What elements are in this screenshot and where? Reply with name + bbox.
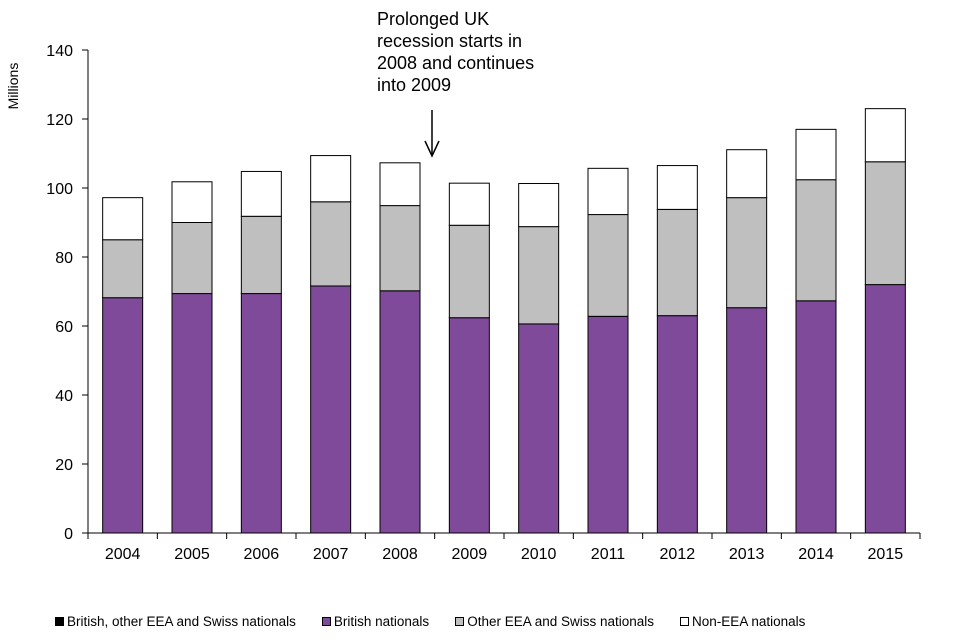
bar-segment-2004-series-2: [102, 239, 144, 299]
bar-segment-2014-series-3: [795, 128, 837, 181]
axes: [87, 50, 921, 539]
legend-swatch-british: [321, 617, 331, 626]
annotation-line-4: into 2009: [377, 75, 451, 95]
bar-segment-2005-series-1: [171, 293, 213, 534]
annotation: Prolonged UK recession starts in 2008 an…: [377, 9, 534, 158]
legend-swatch-non-eea: [680, 617, 690, 626]
bar-segment-2007-series-3: [310, 155, 352, 203]
legend-label: British nationals: [333, 614, 430, 629]
legend-label: Other EEA and Swiss nationals: [467, 614, 655, 629]
bar-segment-2013-series-3: [726, 149, 768, 199]
bar-segment-2005-series-2: [171, 222, 213, 295]
bar-segment-2010-series-1: [518, 323, 560, 534]
x-tick-label: 2010: [521, 546, 557, 563]
y-tick-label: 100: [46, 181, 73, 198]
legend-label: British, other EEA and Swiss nationals: [67, 614, 296, 629]
y-tick-label: 60: [55, 319, 73, 336]
y-tick-label: 120: [46, 112, 73, 129]
bar-segment-2009-series-1: [448, 317, 490, 534]
bar-segment-2012-series-3: [656, 165, 698, 210]
bar-segment-2006-series-2: [240, 215, 282, 295]
bar-segment-2013-series-2: [726, 197, 768, 309]
bar-segment-2009-series-3: [448, 182, 490, 226]
annotation-arrowhead: [424, 140, 440, 158]
bar-segment-2014-series-1: [795, 300, 837, 534]
x-tick-label: 2007: [313, 546, 349, 563]
annotation-line-1: Prolonged UK: [377, 9, 489, 29]
legend-item-british: British nationals: [321, 614, 430, 629]
y-tick-label: 80: [55, 250, 73, 267]
bar-segment-2008-series-2: [379, 205, 421, 292]
x-tick-label: 2004: [105, 546, 141, 563]
bar-segment-2013-series-1: [726, 307, 768, 534]
bar-segment-2004-series-1: [102, 297, 144, 534]
x-axis-tick-labels: 2004 2005 2006 2007 2008 2009 2010 2011 2012 2013…: [105, 546, 903, 563]
x-tick-label: 2013: [729, 546, 765, 563]
annotation-line-3: 2008 and continues: [377, 53, 534, 73]
bar-segment-2010-series-3: [518, 183, 560, 228]
legend-item-other-eea-swiss: Other EEA and Swiss nationals: [455, 614, 654, 629]
bar-segment-2008-series-1: [379, 290, 421, 534]
bar-segment-2014-series-2: [795, 179, 837, 302]
bar-segment-2006-series-3: [240, 170, 282, 217]
bar-segment-2011-series-3: [587, 167, 629, 216]
legend-swatch-other-eea-swiss: [455, 617, 465, 626]
x-tick-label: 2015: [868, 546, 904, 563]
y-tick-label: 20: [55, 457, 73, 474]
bar-segment-2015-series-3: [864, 108, 906, 163]
legend-swatch-british-other-eea-swiss: [55, 617, 64, 626]
bar-segment-2008-series-3: [379, 162, 421, 207]
bar-segment-2007-series-1: [310, 285, 352, 534]
bar-segment-2015-series-2: [864, 161, 906, 286]
bar-segment-2011-series-1: [587, 315, 629, 534]
bar-segment-2012-series-2: [656, 208, 698, 317]
x-tick-label: 2008: [382, 546, 418, 563]
x-tick-label: 2011: [591, 546, 626, 563]
y-tick-label: 0: [64, 526, 73, 543]
x-tick-label: 2009: [452, 546, 488, 563]
bar-segment-2005-series-3: [171, 181, 213, 223]
bar-segment-2006-series-1: [240, 293, 282, 534]
annotation-line-2: recession starts in: [377, 31, 522, 51]
bar-segment-2012-series-1: [656, 315, 698, 534]
y-tick-label: 140: [46, 43, 73, 60]
bar-segment-2011-series-2: [587, 214, 629, 317]
legend-item-non-eea: Non-EEA nationals: [680, 614, 805, 629]
y-axis-ticks: 0 20 40 60 80 100 120 140: [46, 43, 88, 543]
x-tick-label: 2005: [174, 546, 210, 563]
bar-segment-2007-series-2: [310, 201, 352, 287]
x-tick-label: 2006: [244, 546, 280, 563]
x-tick-label: 2014: [798, 546, 834, 563]
bar-segment-2009-series-2: [448, 224, 490, 319]
legend-label: Non-EEA nationals: [692, 614, 806, 629]
bar-segment-2010-series-2: [518, 226, 560, 325]
legend-item-british-other-eea-swiss: British, other EEA and Swiss nationals: [55, 614, 296, 629]
y-tick-label: 40: [55, 388, 73, 405]
x-tick-label: 2012: [660, 546, 696, 563]
bar-segment-2004-series-3: [102, 197, 144, 241]
bars: [102, 108, 906, 534]
legend: British, other EEA and Swiss nationals B…: [55, 614, 831, 629]
bar-segment-2015-series-1: [864, 284, 906, 534]
y-axis-label: Millions: [5, 63, 21, 110]
